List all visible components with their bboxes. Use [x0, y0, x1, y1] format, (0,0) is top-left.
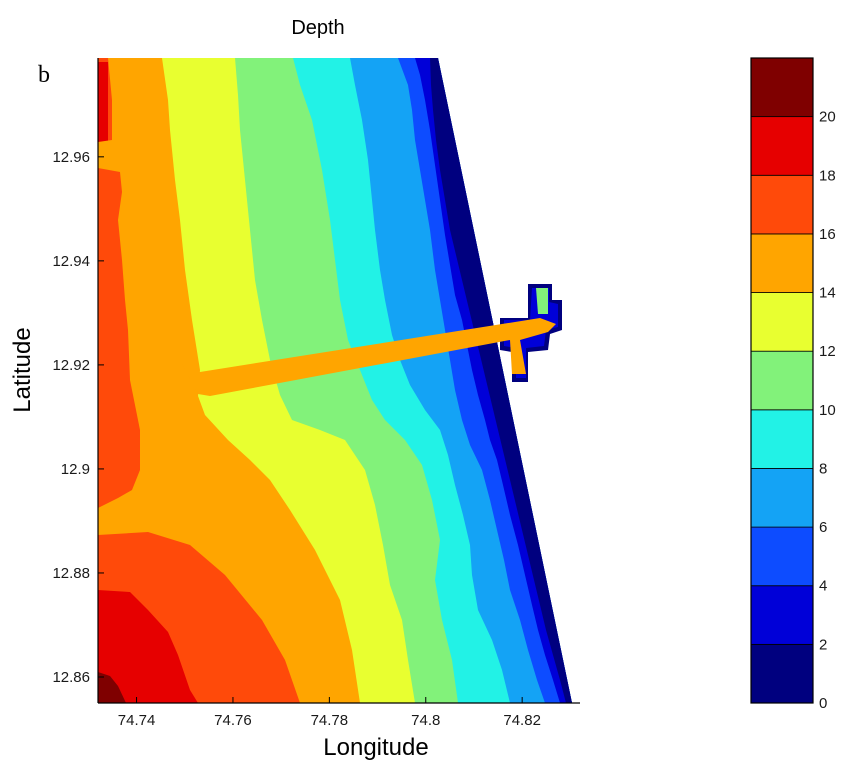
- colorbar-tick-label: 10: [819, 402, 836, 419]
- x-tick-label: 74.76: [214, 712, 252, 729]
- y-tick-label: 12.86: [52, 669, 90, 686]
- panel-label: b: [38, 62, 50, 88]
- colorbar-segment: [750, 174, 814, 235]
- y-tick-label: 12.88: [52, 565, 90, 582]
- depth-band-20-22: [98, 672, 126, 703]
- y-axis-label: Latitude: [9, 327, 36, 412]
- colorbar-segment: [750, 233, 814, 293]
- colorbar-segment: [750, 585, 814, 645]
- colorbar-tick-label: 4: [819, 578, 827, 595]
- colorbar-segment: [750, 526, 814, 587]
- colorbar-segment: [750, 116, 814, 176]
- colorbar-tick-label: 18: [819, 167, 836, 184]
- navigation-channel: [182, 318, 556, 396]
- colorbar-tick-label: 6: [819, 519, 827, 536]
- colorbar-tick-label: 2: [819, 636, 827, 653]
- y-tick-label: 12.94: [52, 253, 90, 270]
- x-axis-ticks: 74.74 74.76 74.78 74.8 74.82: [118, 697, 541, 729]
- colorbar-tick-label: 12: [819, 343, 836, 360]
- colorbar: [750, 57, 814, 704]
- depth-band-18-20-bottom: [98, 590, 198, 703]
- depth-band-0-2: [430, 58, 572, 703]
- y-tick-label: 12.9: [61, 461, 90, 478]
- colorbar-segment: [750, 57, 814, 118]
- x-tick-label: 74.8: [411, 712, 440, 729]
- colorbar-tick-label: 8: [819, 460, 827, 477]
- chart-title: Depth: [291, 17, 344, 39]
- plot-area: [98, 58, 580, 703]
- y-tick-label: 12.92: [52, 357, 90, 374]
- colorbar-tick-label: 0: [819, 695, 827, 712]
- colorbar-tick-label: 16: [819, 226, 836, 243]
- colorbar-tick-label: 20: [819, 109, 836, 126]
- harbor-basin: [536, 288, 548, 314]
- colorbar-segment: [750, 468, 814, 528]
- colorbar-ticks: 0 2 4 6 8 10 12 14 16 18 20: [819, 109, 836, 712]
- colorbar-segment: [750, 292, 814, 352]
- colorbar-tick-label: 14: [819, 285, 836, 302]
- x-tick-label: 74.78: [311, 712, 349, 729]
- colorbar-segment: [750, 350, 814, 411]
- x-axis-label: Longitude: [323, 734, 428, 761]
- x-tick-label: 74.74: [118, 712, 156, 729]
- colorbar-segment: [750, 643, 814, 704]
- colorbar-segment: [750, 409, 814, 469]
- x-tick-label: 74.82: [503, 712, 541, 729]
- depth-band-18-20-top: [98, 62, 108, 148]
- y-axis-ticks: 12.86 12.88 12.9 12.92 12.94 12.96: [52, 149, 104, 686]
- colorbar-frame: [750, 57, 814, 704]
- y-tick-label: 12.96: [52, 149, 90, 166]
- plot-axes: [97, 58, 580, 704]
